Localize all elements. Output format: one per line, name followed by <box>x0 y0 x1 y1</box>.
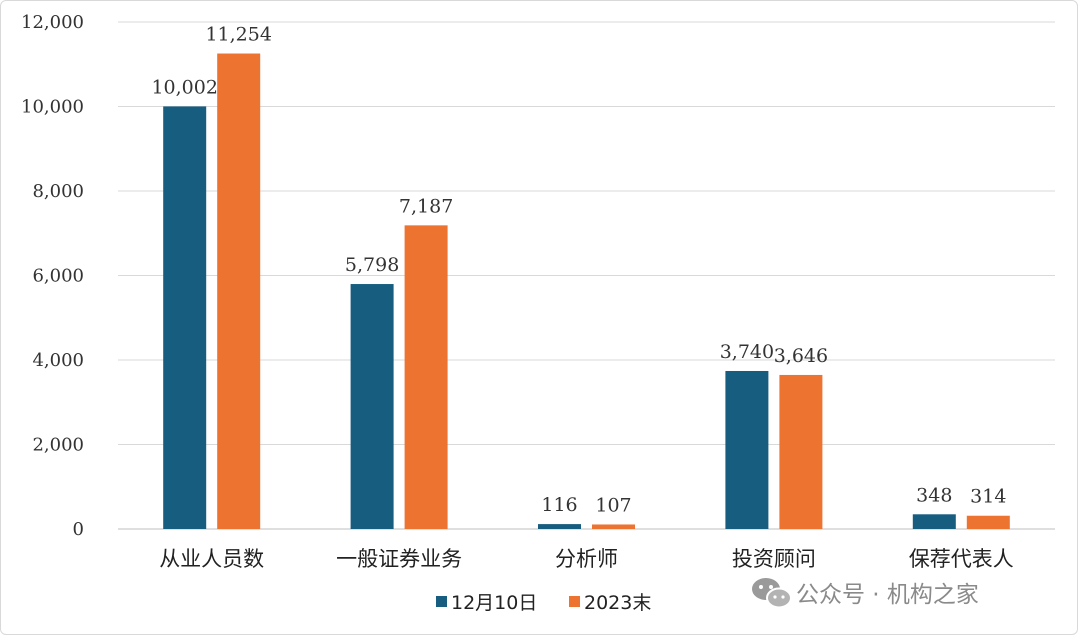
bar-series2-4 <box>779 374 823 529</box>
y-tick-label: 2,000 <box>32 435 84 456</box>
data-label: 3,740 <box>720 341 774 363</box>
wechat-icon <box>752 578 792 609</box>
gridlines <box>118 21 1055 530</box>
bars <box>163 53 1010 530</box>
data-label: 3,646 <box>774 345 828 367</box>
legend: 12月10日 2023末 <box>436 592 651 614</box>
x-category-label: 投资顾问 <box>732 547 816 571</box>
bar-series2-5 <box>966 515 1010 529</box>
x-category-label: 保荐代表人 <box>909 547 1014 571</box>
bar-series1-1 <box>163 106 207 529</box>
y-tick-label: 12,000 <box>21 12 84 33</box>
bar-series2-1 <box>217 53 261 530</box>
bar-series1-2 <box>350 284 394 529</box>
data-label: 348 <box>916 484 952 506</box>
data-label: 116 <box>541 494 577 516</box>
y-tick-label: 0 <box>73 519 84 540</box>
legend-swatch <box>569 596 580 607</box>
bar-series2-2 <box>404 225 448 529</box>
data-label: 314 <box>970 486 1006 508</box>
x-axis-category-labels: 从业人员数 一般证券业务 分析师 投资顾问 保荐代表人 <box>159 547 1014 571</box>
watermark: 公众号 · 机构之家 <box>752 578 979 609</box>
bar-series1-5 <box>912 514 956 529</box>
data-label: 5,798 <box>345 254 399 276</box>
bar-series1-3 <box>538 524 581 529</box>
x-category-label: 从业人员数 <box>159 547 264 571</box>
data-label: 10,002 <box>151 76 217 98</box>
y-tick-label: 6,000 <box>32 266 84 287</box>
x-category-label: 一般证券业务 <box>336 547 462 571</box>
y-tick-label: 10,000 <box>21 97 84 118</box>
legend-label: 12月10日 <box>451 592 537 614</box>
bar-series2-3 <box>592 524 635 529</box>
data-label: 11,254 <box>205 24 271 46</box>
data-label: 107 <box>595 494 631 516</box>
data-label: 7,187 <box>399 195 453 217</box>
legend-label: 2023末 <box>584 592 651 614</box>
bar-series1-4 <box>725 370 769 529</box>
legend-swatch <box>436 596 447 607</box>
y-tick-label: 4,000 <box>32 350 84 371</box>
watermark-text: 公众号 · 机构之家 <box>796 582 979 608</box>
x-category-label: 分析师 <box>555 547 618 571</box>
data-labels: 10,002 11,254 5,798 7,187 116 107 3,740 3,646 34… <box>151 24 1006 517</box>
y-tick-label: 8,000 <box>32 181 84 202</box>
y-axis-tick-labels: 0 2,000 4,000 6,000 8,000 10,000 12,000 <box>21 12 84 540</box>
